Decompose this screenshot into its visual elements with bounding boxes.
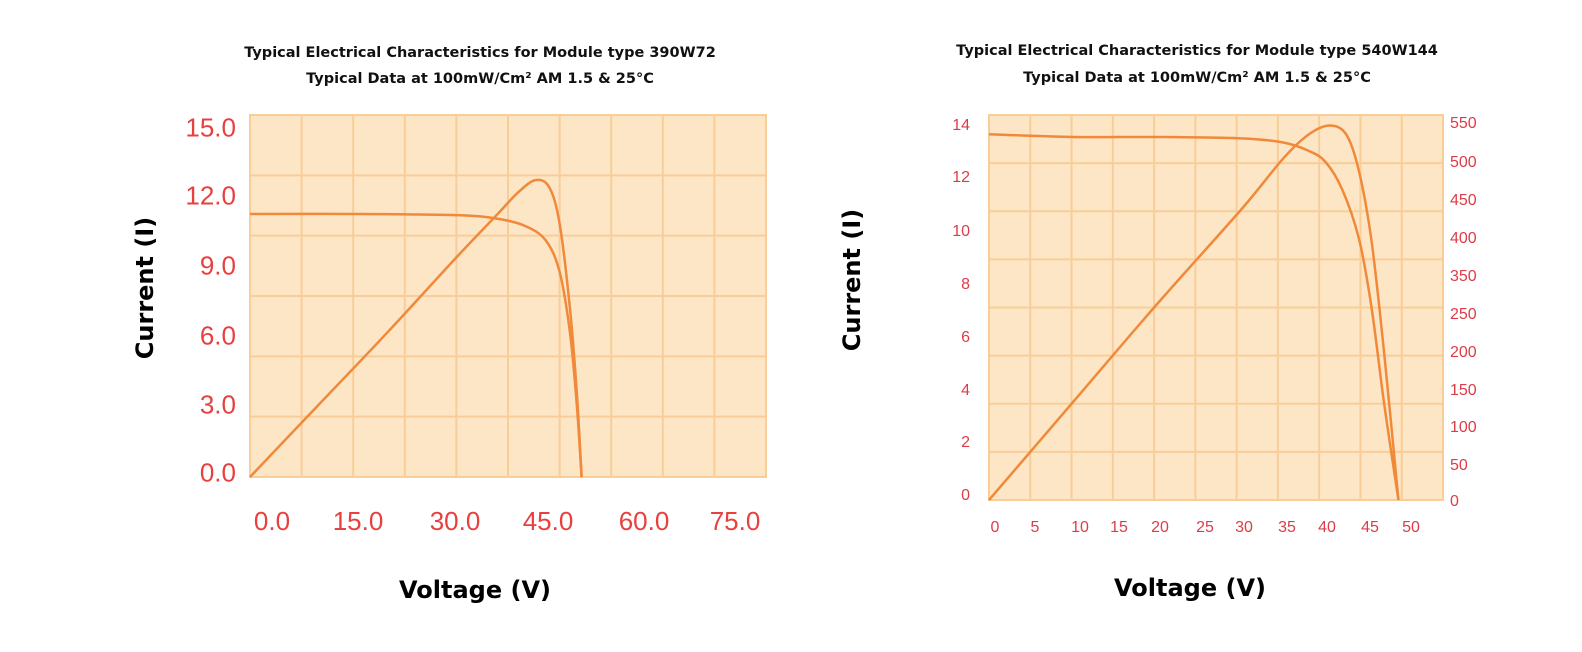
x-tick-label: 40 (1318, 519, 1336, 536)
x-tick-label: 45.0 (523, 506, 574, 536)
y2-tick-label: 250 (1450, 306, 1477, 323)
y2-tick-label: 200 (1450, 344, 1477, 361)
y2-tick-label: 350 (1450, 268, 1477, 285)
y-tick-label: 6 (961, 329, 970, 346)
y2-tick-label: 400 (1450, 230, 1477, 247)
x-tick-label: 20 (1151, 519, 1169, 536)
y-tick-label: 8 (961, 276, 970, 293)
y-axis-label: Current (I) (838, 209, 866, 351)
x-tick-label: 60.0 (619, 506, 670, 536)
x-tick-label: 5 (1031, 519, 1040, 536)
y-tick-label: 12 (952, 169, 970, 186)
y2-tick-label: 100 (1450, 419, 1477, 436)
x-tick-label: 15 (1110, 519, 1128, 536)
y2-tick-label: 0 (1450, 493, 1459, 510)
x-tick-label: 0 (991, 519, 1000, 536)
y-tick-label: 9.0 (200, 250, 236, 280)
x-tick-label: 15.0 (333, 506, 384, 536)
x-tick-label: 35 (1278, 519, 1296, 536)
x-tick-label: 45 (1361, 519, 1379, 536)
y-tick-label: 3.0 (200, 389, 236, 419)
y2-tick-label: 550 (1450, 115, 1477, 132)
iv-curve (988, 133, 1400, 501)
y-axis-label: Current (I) (131, 217, 159, 359)
y2-tick-label: 50 (1450, 457, 1468, 474)
y-tick-label: 0 (961, 487, 970, 504)
y-tick-label: 2 (961, 434, 970, 451)
y-tick-label: 14 (952, 117, 970, 134)
y-tick-label: 4 (961, 382, 970, 399)
x-tick-label: 10 (1071, 519, 1089, 536)
y-tick-label: 0.0 (200, 457, 236, 487)
x-tick-label: 30.0 (430, 506, 481, 536)
y-tick-label: 12.0 (185, 180, 236, 210)
chart-subtitle: Typical Data at 100mW/Cm² AM 1.5 & 25°C (1023, 70, 1371, 86)
x-axis-label: Voltage (V) (399, 576, 551, 604)
y-tick-label: 6.0 (200, 320, 236, 350)
chart-540w144: Typical Electrical Characteristics for M… (838, 43, 1477, 602)
x-tick-label: 25 (1196, 519, 1214, 536)
y2-tick-label: 500 (1450, 154, 1477, 171)
chart-title: Typical Electrical Characteristics for M… (956, 43, 1438, 59)
y-tick-label: 10 (952, 223, 970, 240)
x-tick-label: 50 (1402, 519, 1420, 536)
chart-title: Typical Electrical Characteristics for M… (244, 45, 716, 61)
chart-subtitle: Typical Data at 100mW/Cm² AM 1.5 & 25°C (306, 71, 654, 87)
x-tick-label: 75.0 (710, 506, 761, 536)
x-tick-label: 0.0 (254, 506, 290, 536)
iv-curve (249, 212, 583, 478)
y2-tick-label: 150 (1450, 382, 1477, 399)
y-tick-label: 15.0 (185, 112, 236, 142)
x-tick-label: 30 (1235, 519, 1253, 536)
power-curve (988, 124, 1400, 501)
chart-390w72: Typical Electrical Characteristics for M… (131, 45, 767, 604)
x-axis-label: Voltage (V) (1114, 574, 1266, 602)
y2-tick-label: 450 (1450, 192, 1477, 209)
power-curve (249, 178, 583, 478)
